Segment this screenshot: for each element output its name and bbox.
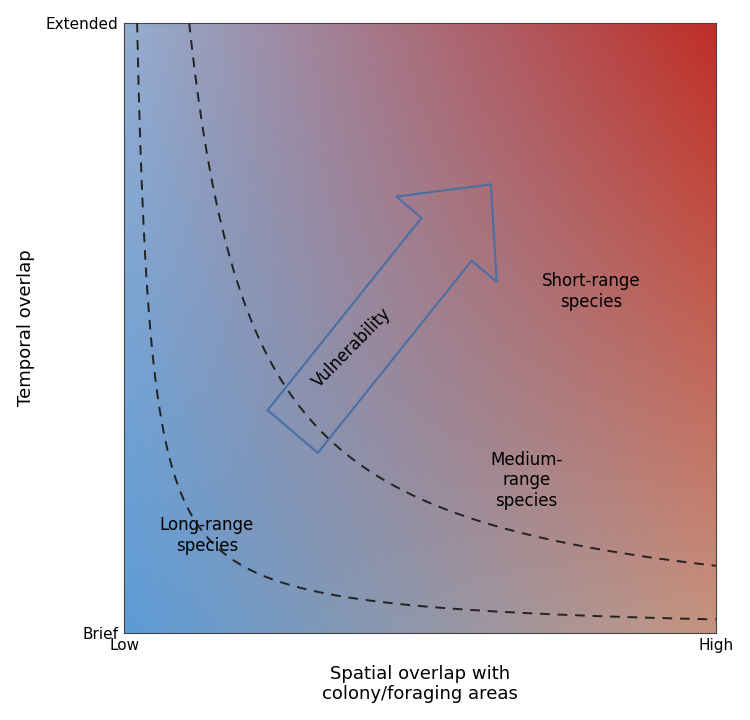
Text: Medium-
range
species: Medium- range species (490, 451, 562, 510)
Text: Long-range
species: Long-range species (160, 516, 254, 554)
Text: Short-range
species: Short-range species (542, 271, 640, 310)
Text: Vulnerability: Vulnerability (309, 305, 394, 391)
X-axis label: Spatial overlap with
colony/foraging areas: Spatial overlap with colony/foraging are… (322, 665, 518, 703)
Y-axis label: Temporal overlap: Temporal overlap (16, 249, 34, 406)
